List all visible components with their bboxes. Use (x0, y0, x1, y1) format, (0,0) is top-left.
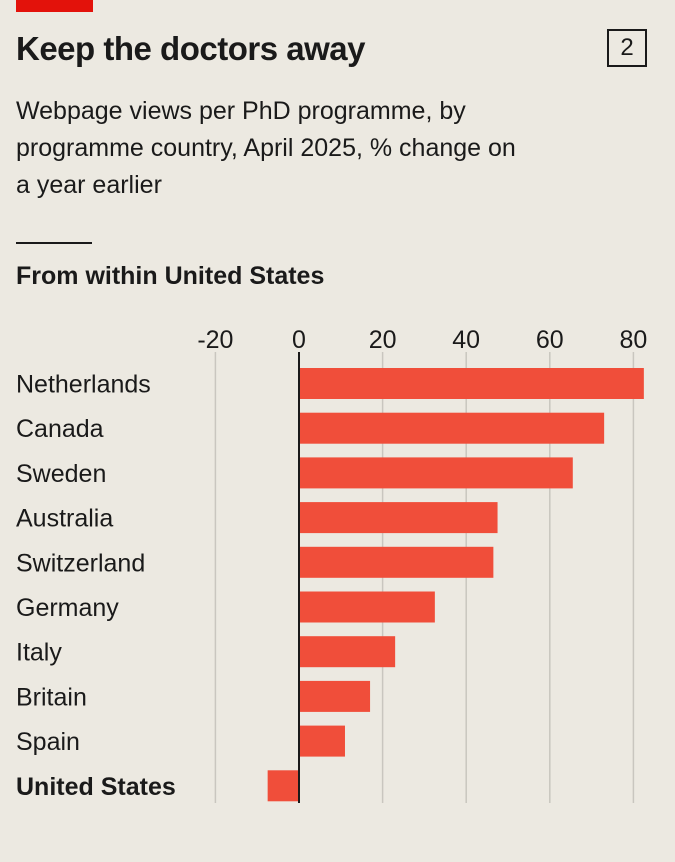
category-label: Australia (16, 505, 113, 533)
category-label: Italy (16, 639, 62, 667)
bar (299, 680, 371, 712)
x-tick-label: 80 (619, 326, 647, 354)
bar (299, 546, 494, 578)
bar (299, 636, 396, 668)
chart-subtitle: Webpage views per PhD programme, by prog… (16, 97, 516, 199)
bar (299, 412, 605, 444)
category-label: Sweden (16, 460, 106, 488)
chart-number-badge: 2 (607, 29, 647, 67)
category-label: Germany (16, 594, 119, 622)
category-label: Switzerland (16, 549, 145, 577)
x-tick-label: -20 (197, 326, 233, 354)
bar (299, 725, 345, 757)
panel-label: From within United States (16, 262, 325, 290)
chart-title: Keep the doctors away (16, 30, 365, 67)
category-label: United States (16, 773, 176, 801)
x-tick-label: 60 (536, 326, 564, 354)
brand-red-bar (16, 0, 93, 12)
bar (267, 770, 299, 802)
bar (299, 591, 435, 623)
category-label: Canada (16, 415, 104, 443)
category-label: Netherlands (16, 371, 151, 399)
bar (299, 457, 573, 489)
section-divider (16, 242, 92, 244)
x-tick-label: 0 (292, 326, 306, 354)
x-tick-label: 40 (452, 326, 480, 354)
bar (299, 502, 498, 534)
category-label: Britain (16, 683, 87, 711)
bar (299, 368, 644, 399)
category-label: Spain (16, 728, 80, 756)
x-tick-label: 20 (369, 326, 397, 354)
